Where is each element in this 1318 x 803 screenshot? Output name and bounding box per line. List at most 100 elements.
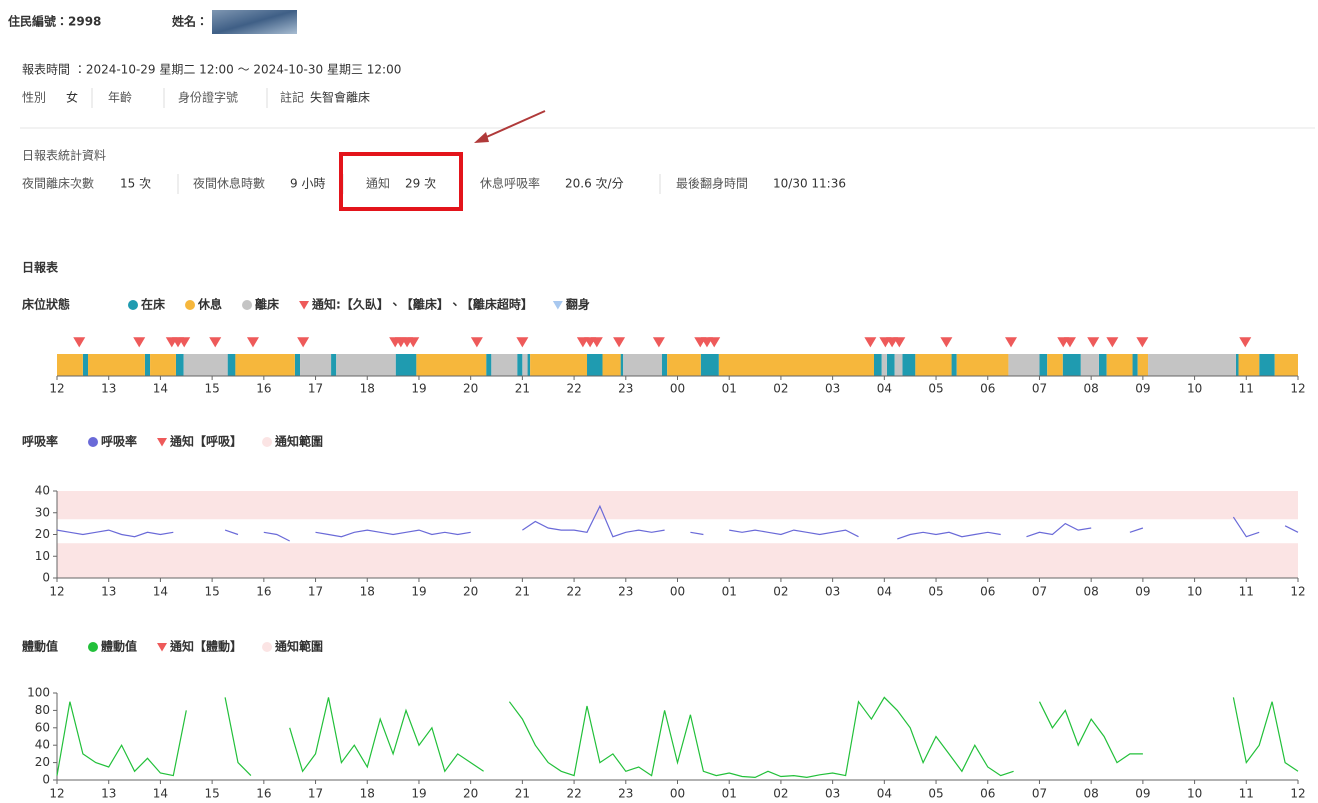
x-tick-label: 09 bbox=[1135, 787, 1150, 801]
data-line bbox=[522, 504, 665, 538]
x-tick-label: 23 bbox=[618, 787, 633, 801]
data-line bbox=[1129, 527, 1144, 533]
x-tick-label: 00 bbox=[670, 787, 685, 801]
x-tick-label: 08 bbox=[1084, 585, 1099, 599]
state-segment bbox=[1047, 354, 1063, 376]
legend-label: 通知範圍 bbox=[274, 639, 323, 654]
data-line bbox=[263, 531, 290, 542]
state-segment bbox=[294, 354, 301, 376]
state-segment bbox=[915, 354, 952, 376]
annotation-arrow bbox=[481, 110, 546, 140]
y-tick-label: 30 bbox=[35, 505, 50, 519]
y-tick-label: 40 bbox=[35, 484, 50, 498]
state-segment bbox=[300, 354, 332, 376]
notify-range bbox=[57, 491, 1298, 520]
notify-marker bbox=[516, 337, 529, 348]
notify-marker bbox=[1136, 337, 1149, 348]
x-tick-label: 19 bbox=[411, 787, 426, 801]
state-segment bbox=[527, 354, 531, 376]
x-tick-label: 10 bbox=[1187, 787, 1202, 801]
data-line bbox=[289, 697, 484, 773]
x-tick-label: 21 bbox=[515, 787, 530, 801]
state-segment bbox=[718, 354, 874, 376]
state-segment bbox=[522, 354, 528, 376]
state-segment bbox=[873, 354, 882, 376]
state-segment bbox=[183, 354, 228, 376]
x-tick-label: 15 bbox=[204, 787, 219, 801]
state-segment bbox=[1106, 354, 1133, 376]
notify-marker bbox=[1239, 337, 1252, 348]
data-line bbox=[508, 696, 1014, 779]
notify-range bbox=[57, 543, 1298, 578]
x-tick-label: 00 bbox=[670, 382, 685, 396]
state-segment bbox=[517, 354, 523, 376]
x-tick-label: 02 bbox=[773, 382, 788, 396]
state-segment bbox=[491, 354, 518, 376]
legend-symbol bbox=[262, 642, 273, 652]
x-tick-label: 07 bbox=[1032, 585, 1047, 599]
name-label: 姓名： bbox=[171, 14, 208, 29]
x-tick-label: 12 bbox=[49, 382, 64, 396]
legend-symbol bbox=[262, 437, 273, 447]
state-segment bbox=[235, 354, 295, 376]
notify-marker bbox=[1005, 337, 1018, 348]
state-segment bbox=[700, 354, 719, 376]
legend-symbol bbox=[157, 438, 168, 447]
x-tick-label: 18 bbox=[360, 585, 375, 599]
legend-label: 離床 bbox=[255, 297, 280, 312]
legend-title: 床位狀態 bbox=[22, 297, 70, 312]
x-tick-label: 09 bbox=[1135, 585, 1150, 599]
y-tick-label: 20 bbox=[35, 755, 50, 769]
state-segment bbox=[886, 354, 895, 376]
x-tick-label: 22 bbox=[566, 787, 581, 801]
legend-label: 體動值 bbox=[101, 639, 137, 654]
legend-symbol bbox=[88, 642, 98, 652]
info-label: 性別 bbox=[22, 91, 46, 105]
legend-symbol bbox=[552, 301, 563, 310]
stat-value: 9 小時 bbox=[290, 177, 325, 191]
x-tick-label: 15 bbox=[204, 585, 219, 599]
x-tick-label: 17 bbox=[308, 585, 323, 599]
data-line bbox=[1026, 522, 1092, 538]
notify-marker bbox=[178, 337, 191, 348]
legend-symbol bbox=[185, 300, 196, 310]
x-tick-label: 01 bbox=[722, 585, 737, 599]
state-segment bbox=[1274, 354, 1298, 376]
y-tick-label: 60 bbox=[35, 720, 50, 734]
y-tick-label: 100 bbox=[27, 686, 50, 700]
notify-marker bbox=[246, 337, 259, 348]
state-segment bbox=[620, 354, 624, 376]
x-tick-label: 13 bbox=[101, 787, 116, 801]
x-tick-label: 13 bbox=[101, 585, 116, 599]
state-segment bbox=[1148, 354, 1236, 376]
state-segment bbox=[1132, 354, 1138, 376]
state-segment bbox=[902, 354, 916, 376]
state-segment bbox=[331, 354, 337, 376]
x-tick-label: 00 bbox=[670, 585, 685, 599]
x-tick-label: 20 bbox=[463, 585, 478, 599]
x-tick-label: 21 bbox=[515, 585, 530, 599]
x-tick-label: 05 bbox=[928, 585, 943, 599]
state-segment bbox=[1098, 354, 1107, 376]
notify-marker bbox=[864, 337, 877, 348]
x-tick-label: 13 bbox=[101, 382, 116, 396]
x-tick-label: 07 bbox=[1032, 382, 1047, 396]
state-segment bbox=[1080, 354, 1099, 376]
x-tick-label: 03 bbox=[825, 382, 840, 396]
notify-marker bbox=[613, 337, 626, 348]
x-tick-label: 12 bbox=[1290, 382, 1305, 396]
x-tick-label: 17 bbox=[308, 787, 323, 801]
legend-label: 通知範圍 bbox=[274, 434, 323, 449]
x-tick-label: 12 bbox=[49, 787, 64, 801]
x-tick-label: 21 bbox=[515, 382, 530, 396]
notify-marker bbox=[652, 337, 665, 348]
x-tick-label: 12 bbox=[49, 585, 64, 599]
legend-symbol bbox=[88, 437, 98, 447]
stat-value: 15 次 bbox=[120, 177, 151, 191]
notify-marker bbox=[590, 337, 603, 348]
stat-value: 29 次 bbox=[405, 177, 436, 191]
notify-marker bbox=[1087, 337, 1100, 348]
data-line bbox=[690, 531, 704, 536]
state-segment bbox=[1259, 354, 1275, 376]
